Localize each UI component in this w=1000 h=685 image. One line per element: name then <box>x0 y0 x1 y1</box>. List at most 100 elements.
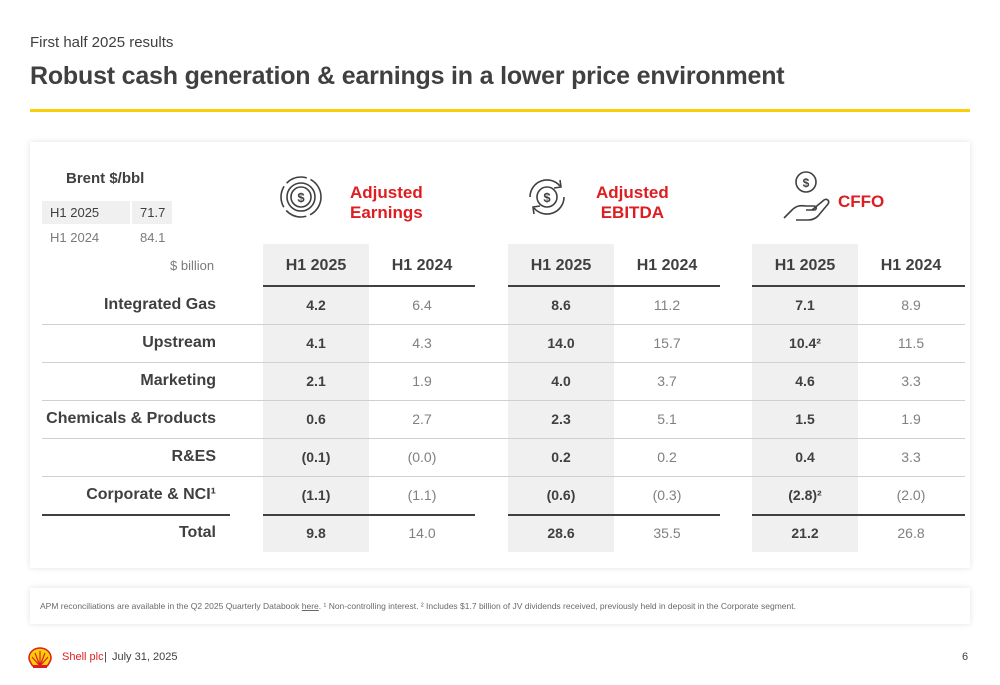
header-rule <box>508 285 720 287</box>
brent-row-h1-2024: H1 2024 84.1 <box>42 228 172 248</box>
row-label: Marketing <box>140 372 216 389</box>
metric-label: CFFO <box>838 192 885 211</box>
column-header: H1 2024 <box>636 257 698 274</box>
column-header: H1 2025 <box>285 257 347 274</box>
row-separator <box>42 476 965 477</box>
brent-row-value: 71.7 <box>132 201 172 224</box>
table-cell: 1.9 <box>901 411 921 427</box>
table-cell: 35.5 <box>653 525 681 541</box>
table-cell: (0.3) <box>652 487 682 503</box>
footnote-text: APM reconciliations are available in the… <box>40 601 796 611</box>
brent-row-label: H1 2025 <box>42 201 130 224</box>
table-cell: (1.1) <box>407 487 437 503</box>
table-cell: 0.4 <box>795 449 815 465</box>
dollar-arrows-icon: $ <box>520 174 574 225</box>
table-cell: 9.8 <box>306 525 326 541</box>
footnote-post: . ¹ Non-controlling interest. ² Includes… <box>318 601 796 611</box>
footer-date: July 31, 2025 <box>112 651 178 663</box>
table-cell: 3.3 <box>901 449 921 465</box>
brent-row-h1-2025: H1 2025 71.7 <box>42 201 172 224</box>
row-label: Total <box>178 524 216 541</box>
table-cell: 21.2 <box>791 525 819 541</box>
footer-separator: | <box>104 651 107 663</box>
table-cell: 1.5 <box>795 411 815 427</box>
total-rule <box>42 514 230 516</box>
table-cell: 5.1 <box>657 411 677 427</box>
table-cell: 1.9 <box>412 373 432 389</box>
table-cell: 4.2 <box>306 297 326 313</box>
table-cell: 26.8 <box>897 525 925 541</box>
row-label: Integrated Gas <box>103 296 216 313</box>
table-cell: 4.6 <box>795 373 815 389</box>
table-cell: 0.2 <box>657 449 677 465</box>
svg-text:$: $ <box>297 190 305 205</box>
row-label: Chemicals & Products <box>46 410 216 427</box>
footnote-pre: APM reconciliations are available in the… <box>40 601 302 611</box>
column-header: H1 2024 <box>880 257 942 274</box>
table-cell: 3.7 <box>657 373 677 389</box>
metric-label: Adjusted Earnings <box>350 183 423 222</box>
table-cell: 7.1 <box>795 297 815 313</box>
table-cell: 0.6 <box>306 411 326 427</box>
svg-text:$: $ <box>543 190 551 205</box>
footer-brand: Shell plc <box>62 651 104 663</box>
table-cell: 4.3 <box>412 335 432 351</box>
total-rule <box>263 514 475 516</box>
table-cell: (0.0) <box>407 449 437 465</box>
footnote-box: APM reconciliations are available in the… <box>30 588 970 624</box>
column-header: H1 2024 <box>391 257 453 274</box>
metric-label: Adjusted EBITDA <box>596 183 669 222</box>
table-cell: 10.4² <box>789 335 821 351</box>
table-cell: 11.2 <box>653 297 681 313</box>
column-header: H1 2025 <box>530 257 592 274</box>
table-cell: 0.2 <box>551 449 571 465</box>
row-separator <box>42 400 965 401</box>
table-cell: (1.1) <box>301 487 331 503</box>
title-underline <box>30 109 970 112</box>
table-cell: 8.6 <box>551 297 571 313</box>
table-cell: 4.0 <box>551 373 571 389</box>
coin-cycle-icon: $ <box>276 174 326 225</box>
column-header: H1 2025 <box>774 257 836 274</box>
row-separator <box>42 324 965 325</box>
row-label: Upstream <box>142 334 216 351</box>
databook-link[interactable]: here <box>301 601 319 611</box>
row-label: Corporate & NCI¹ <box>86 486 216 503</box>
header-rule <box>752 285 965 287</box>
table-cell: 2.7 <box>412 411 432 427</box>
brent-row-label: H1 2024 <box>50 230 100 245</box>
table-cell: 3.3 <box>901 373 921 389</box>
table-cell: (2.0) <box>896 487 926 503</box>
header-rule <box>263 285 475 287</box>
table-cell: 6.4 <box>412 297 432 313</box>
row-label: R&ES <box>171 448 216 465</box>
brent-title: Brent $/bbl <box>66 170 145 187</box>
row-separator <box>42 362 965 363</box>
table-cell: 2.1 <box>306 373 326 389</box>
table-cell: 2.3 <box>551 411 571 427</box>
table-cell: 11.5 <box>897 335 925 351</box>
table-cell: (0.1) <box>301 449 331 465</box>
results-card: Brent $/bbl H1 2025 71.7 H1 2024 84.1 $ … <box>30 142 970 568</box>
total-rule <box>508 514 720 516</box>
table-cell: (2.8)² <box>788 487 822 503</box>
total-rule <box>752 514 965 516</box>
page-subtitle: First half 2025 results <box>30 34 174 51</box>
shade-col-cffo <box>752 244 858 552</box>
shade-col-ebitda <box>508 244 614 552</box>
table-cell: (0.6) <box>546 487 576 503</box>
table-cell: 14.0 <box>408 525 436 541</box>
table-cell: 28.6 <box>547 525 575 541</box>
row-separator <box>42 438 965 439</box>
brent-row-value: 84.1 <box>140 230 166 245</box>
unit-label: $ billion <box>170 258 215 273</box>
table-cell: 4.1 <box>306 335 326 351</box>
table-cell: 8.9 <box>901 297 921 313</box>
shade-col-earnings <box>263 244 369 552</box>
hand-coin-icon: $ <box>782 168 834 229</box>
table-cell: 14.0 <box>547 335 575 351</box>
table-cell: 15.7 <box>653 335 681 351</box>
svg-text:$: $ <box>803 176 810 190</box>
page-title: Robust cash generation & earnings in a l… <box>30 62 785 90</box>
shell-logo-icon <box>28 647 52 669</box>
